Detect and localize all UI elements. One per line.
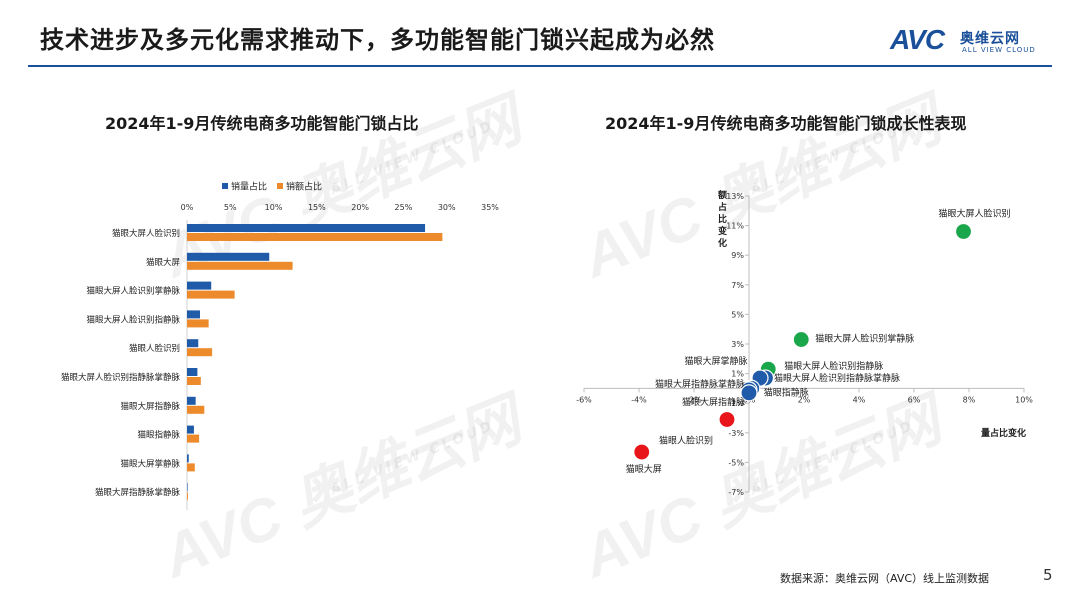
y-tick-label: -1% xyxy=(728,399,744,408)
y-tick-label: -7% xyxy=(728,488,744,497)
category-label: 猫眼大屏人脸识别 xyxy=(112,228,180,239)
logo-cn-text: 奥维云网 xyxy=(960,31,1020,47)
bar xyxy=(187,377,201,385)
bar-chart-title: 2024年1-9月传统电商多功能智能门锁占比 xyxy=(105,114,419,133)
category-label: 猫眼大屏掌静脉 xyxy=(120,458,180,469)
point-label: 猫眼指静脉 xyxy=(764,386,809,398)
category-label: 猫眼大屏人脸识别指静脉 xyxy=(86,314,180,325)
point-label: 猫眼大屏 xyxy=(626,463,662,475)
bar xyxy=(187,261,293,270)
category-label: 猫眼人脸识别 xyxy=(129,343,180,354)
bar xyxy=(187,281,212,290)
x-tick-label: -6% xyxy=(576,395,592,404)
avc-logo: AVC 奥维云网 ALL VIEW CLOUD xyxy=(890,24,1060,60)
x-tick-label: 10% xyxy=(265,203,283,212)
bar xyxy=(187,233,443,241)
y-tick-label: -5% xyxy=(728,458,744,467)
x-tick-label: 4% xyxy=(853,395,866,404)
bar xyxy=(187,463,195,472)
y-axis-title-char: 比 xyxy=(718,213,727,225)
category-label: 猫眼大屏 xyxy=(146,257,181,268)
y-tick-label: 3% xyxy=(731,340,744,349)
point-label: 猫眼大屏人脸识别指静脉 xyxy=(784,360,883,372)
scatter-point xyxy=(633,443,651,461)
x-tick-label: 10% xyxy=(1015,395,1033,404)
bar xyxy=(187,492,188,501)
y-axis-title-char: 化 xyxy=(718,237,727,249)
legend-label: 销额占比 xyxy=(286,181,322,193)
y-tick-label: 11% xyxy=(726,222,744,231)
bar xyxy=(187,252,270,261)
scatter-point xyxy=(740,384,758,402)
scatter-point xyxy=(718,410,736,429)
page-number: 5 xyxy=(1043,566,1053,584)
legend-swatch xyxy=(277,183,283,189)
x-tick-label: 30% xyxy=(438,203,456,212)
bar xyxy=(187,483,188,492)
x-tick-label: 25% xyxy=(395,203,413,212)
scatter-chart-title: 2024年1-9月传统电商多功能智能门锁成长性表现 xyxy=(605,114,967,133)
category-label: 猫眼大屏指静脉掌静脉 xyxy=(95,487,181,498)
category-label: 猫眼大屏人脸识别指静脉掌静脉 xyxy=(61,372,181,383)
header-divider xyxy=(28,65,1052,67)
data-source-note: 数据来源：奥维云网（AVC）线上监测数据 xyxy=(780,572,990,585)
point-label: 猫眼大屏掌静脉 xyxy=(684,355,747,367)
y-axis-title-char: 占 xyxy=(718,201,727,213)
bar xyxy=(187,339,199,348)
x-tick-label: 6% xyxy=(908,395,921,404)
bar xyxy=(187,434,200,443)
x-tick-label: 0% xyxy=(181,203,194,212)
point-label: 猫眼大屏指静脉 xyxy=(682,396,745,408)
bar xyxy=(187,396,196,405)
y-tick-label: 1% xyxy=(731,370,744,379)
bar xyxy=(187,454,189,463)
point-label: 猫眼人脸识别 xyxy=(659,434,713,446)
x-tick-label: 35% xyxy=(481,203,499,212)
bar xyxy=(187,348,213,357)
y-tick-label: 7% xyxy=(731,281,744,290)
legend-label: 销量占比 xyxy=(231,181,267,193)
x-tick-label: -4% xyxy=(631,395,647,404)
page-title: 技术进步及多元化需求推动下，多功能智能门锁兴起成为必然 xyxy=(40,26,715,54)
y-tick-label: -3% xyxy=(728,429,744,438)
point-label: 猫眼大屏人脸识别掌静脉 xyxy=(815,333,914,345)
bar xyxy=(187,425,194,434)
y-axis-title: 额占比变化 xyxy=(718,189,727,249)
x-tick-label: -2% xyxy=(686,395,702,404)
category-label: 猫眼指静脉 xyxy=(137,430,180,441)
y-tick-label: 5% xyxy=(731,310,744,319)
logo-en-text: ALL VIEW CLOUD xyxy=(962,46,1036,54)
y-tick-label: 9% xyxy=(731,251,744,260)
x-tick-label: 2% xyxy=(798,395,811,404)
x-tick-label: 20% xyxy=(351,203,369,212)
logo-mark: AVC xyxy=(890,24,945,55)
bar xyxy=(187,310,200,319)
x-axis-title: 量占比变化 xyxy=(981,427,1026,439)
scatter-point xyxy=(954,222,973,241)
bar xyxy=(187,319,209,328)
y-tick-label: 13% xyxy=(726,192,744,201)
point-label: 猫眼大屏人脸识别指静脉掌静脉 xyxy=(774,372,900,384)
bar xyxy=(187,405,205,414)
y-axis-title-char: 变 xyxy=(718,225,727,237)
category-label: 猫眼大屏人脸识别掌静脉 xyxy=(86,286,180,297)
x-tick-label: 5% xyxy=(224,203,237,212)
bar xyxy=(187,368,198,376)
y-axis-title-char: 额 xyxy=(718,189,727,201)
bar xyxy=(187,290,235,299)
scatter-point xyxy=(792,330,810,349)
legend-swatch xyxy=(222,183,228,189)
x-tick-label: 15% xyxy=(308,203,326,212)
point-label: 猫眼大屏指静脉掌静脉 xyxy=(655,378,745,390)
bar xyxy=(187,224,426,232)
point-label: 猫眼大屏人脸识别 xyxy=(939,208,1011,220)
category-label: 猫眼大屏指静脉 xyxy=(120,401,180,412)
x-tick-label: 8% xyxy=(963,395,976,404)
